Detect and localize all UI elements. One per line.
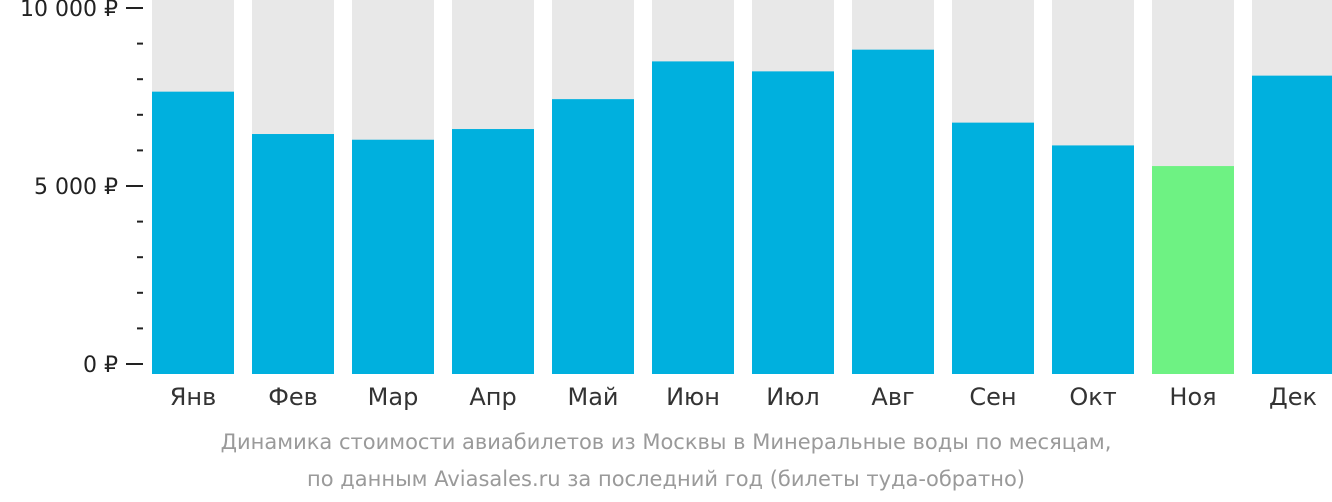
- x-tick-label-2: Фев: [268, 383, 318, 411]
- x-tick-label-4: Апр: [469, 383, 516, 411]
- x-tick-label-6: Июн: [666, 383, 720, 411]
- chart-caption-line-2: по данным Aviasales.ru за последний год …: [307, 467, 1025, 491]
- x-tick-label-9: Сен: [969, 383, 1016, 411]
- x-tick-label-7: Июл: [766, 383, 820, 411]
- price-bar-chart: 0 ₽ 5 000 ₽ 10 000 ₽ Янв Фев Мар Апр Май Июн Июл…: [20, 0, 1332, 411]
- bar-4: [452, 129, 534, 374]
- x-tick-label-1: Янв: [170, 383, 217, 411]
- y-tick-label-2: 5 000 ₽: [34, 175, 118, 200]
- data-bars: [152, 49, 1332, 375]
- x-tick-label-11: Ноя: [1169, 383, 1216, 411]
- y-tick-label-1: 0 ₽: [83, 353, 118, 378]
- bar-2: [252, 134, 334, 374]
- chart-caption-line-1: Динамика стоимости авиабилетов из Москвы…: [220, 430, 1112, 454]
- bar-11: [1152, 166, 1234, 374]
- x-tick-label-5: Май: [567, 383, 618, 411]
- x-axis-labels: Янв Фев Мар Апр Май Июн Июл Авг Сен Окт Ноя Дек: [170, 383, 1317, 411]
- x-tick-label-3: Мар: [368, 383, 419, 411]
- bar-6: [652, 61, 734, 375]
- bar-5: [552, 99, 634, 375]
- bar-3: [352, 139, 434, 374]
- bar-9: [952, 122, 1034, 375]
- bar-7: [752, 71, 834, 375]
- y-axis: 0 ₽ 5 000 ₽ 10 000 ₽: [20, 0, 143, 378]
- x-tick-label-8: Авг: [871, 383, 914, 411]
- bar-8: [852, 49, 934, 374]
- bar-10: [1052, 145, 1134, 374]
- bar-1: [152, 91, 234, 374]
- y-tick-label-3: 10 000 ₽: [20, 0, 118, 22]
- x-tick-label-12: Дек: [1269, 383, 1317, 411]
- x-tick-label-10: Окт: [1069, 383, 1116, 411]
- bar-12: [1252, 75, 1332, 374]
